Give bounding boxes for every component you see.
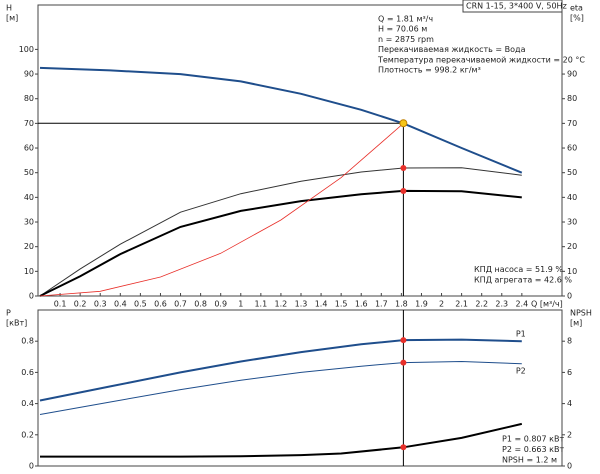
note: P2 = 0.663 кВт	[502, 445, 564, 454]
x-tick-label: 1.9	[415, 300, 428, 309]
x-tick-label: 1.8	[395, 300, 408, 309]
x-tick-label: 1.4	[315, 300, 328, 309]
x-tick-label: 0.6	[154, 300, 167, 309]
y2-unit: [м]	[570, 319, 582, 328]
y-label: H	[6, 4, 12, 13]
x-tick-label: 1.3	[295, 300, 308, 309]
x-tick-label: 1.2	[275, 300, 288, 309]
annotation: Q = 1.81 м³/ч	[378, 15, 433, 24]
x-tick-label: 1.6	[355, 300, 368, 309]
y-tick-label: 100	[19, 45, 34, 54]
x-tick-label: 2.2	[475, 300, 488, 309]
annotation: Температура перекачиваемой жидкости = 20…	[377, 55, 585, 64]
y-unit: [м]	[6, 14, 18, 23]
y2-tick-label: 6	[567, 368, 572, 377]
y2-tick-label: 30	[567, 218, 577, 227]
curve	[39, 338, 522, 402]
x-tick-label: 0.8	[194, 300, 207, 309]
x-tick-label: 2.4	[515, 300, 528, 309]
curve	[39, 123, 404, 297]
marker	[400, 187, 407, 194]
plot-frame	[37, 309, 563, 467]
y2-unit: [%]	[570, 14, 584, 23]
y-tick-label: 0.6	[21, 368, 34, 377]
annotation: n = 2875 rpm	[378, 35, 434, 44]
y2-tick-label: 20	[567, 242, 577, 251]
x-tick-label: 2	[439, 300, 444, 309]
x-tick-label: 0.7	[174, 300, 187, 309]
y-tick-label: 90	[24, 70, 34, 79]
y-tick-label: 20	[24, 242, 34, 251]
marker	[400, 337, 407, 344]
series-label: P1	[516, 330, 526, 339]
y-tick-label: 10	[24, 267, 34, 276]
y-tick-label: 0.2	[21, 430, 34, 439]
y-tick-label: 0	[29, 292, 34, 301]
x-tick-label: 0.9	[214, 300, 227, 309]
header: CRN 1-15, 3*400 V, 50Hz	[466, 2, 567, 11]
curve	[39, 189, 522, 297]
y-unit: [кВт]	[6, 319, 27, 328]
marker	[400, 359, 407, 366]
x-tick-label: 0.4	[114, 300, 127, 309]
x-tick-label: 0.3	[94, 300, 107, 309]
y2-tick-label: 60	[567, 144, 577, 153]
y2-tick-label: 2	[567, 430, 572, 439]
x-tick-label: 1.1	[254, 300, 267, 309]
y-tick-label: 0.8	[21, 337, 34, 346]
y-tick-label: 40	[24, 193, 34, 202]
y2-tick-label: 0	[567, 292, 572, 301]
annotation: H = 70.06 м	[378, 25, 427, 34]
y2-tick-label: 4	[567, 399, 572, 408]
y2-tick-label: 40	[567, 193, 577, 202]
x-tick-label: 0.5	[134, 300, 147, 309]
y-tick-label: 0	[29, 462, 34, 471]
y2-label: eta	[570, 4, 583, 13]
y-tick-label: 0.4	[21, 399, 34, 408]
y-tick-label: 70	[24, 119, 34, 128]
x-tick-label: 1.7	[375, 300, 388, 309]
curve	[40, 422, 523, 458]
y2-tick-label: 70	[567, 119, 577, 128]
x-tick-label: 2.1	[455, 300, 468, 309]
marker	[400, 165, 407, 172]
x-tick-label: 1	[238, 300, 243, 309]
duty-point	[399, 119, 408, 128]
y2-label: NPSH	[570, 309, 592, 318]
plot-frame	[37, 4, 563, 297]
y2-tick-label: 50	[567, 168, 577, 177]
curve	[39, 66, 523, 174]
y2-tick-label: 80	[567, 94, 577, 103]
annotation: Перекачиваемая жидкость = Вода	[378, 45, 526, 54]
curve	[39, 167, 522, 297]
y2-tick-label: 90	[567, 70, 577, 79]
x-tick-label: 0.2	[74, 300, 87, 309]
y2-tick-label: 10	[567, 267, 577, 276]
x-tick-label: 2.3	[495, 300, 508, 309]
note: NPSH = 1.2 м	[502, 456, 557, 465]
y-tick-label: 60	[24, 144, 34, 153]
note: КПД агрегата = 42.6 %	[474, 276, 572, 285]
x-tick-label: 0.1	[54, 300, 67, 309]
note: P1 = 0.807 кВт	[502, 435, 564, 444]
curve	[39, 360, 522, 415]
annotation: Плотность = 998.2 кг/м³	[378, 66, 481, 75]
y2-tick-label: 0	[567, 462, 572, 471]
marker	[400, 444, 407, 451]
y-label: P	[6, 309, 11, 318]
series-label: P2	[516, 366, 526, 375]
x-tick-label: 1.5	[335, 300, 348, 309]
y2-tick-label: 8	[567, 337, 572, 346]
y-tick-label: 50	[24, 168, 34, 177]
y-tick-label: 80	[24, 94, 34, 103]
note: КПД насоса = 51.9 %	[474, 265, 563, 274]
x-label: Q [м³/ч]	[531, 300, 563, 309]
header-box	[462, 0, 563, 13]
y-tick-label: 30	[24, 218, 34, 227]
